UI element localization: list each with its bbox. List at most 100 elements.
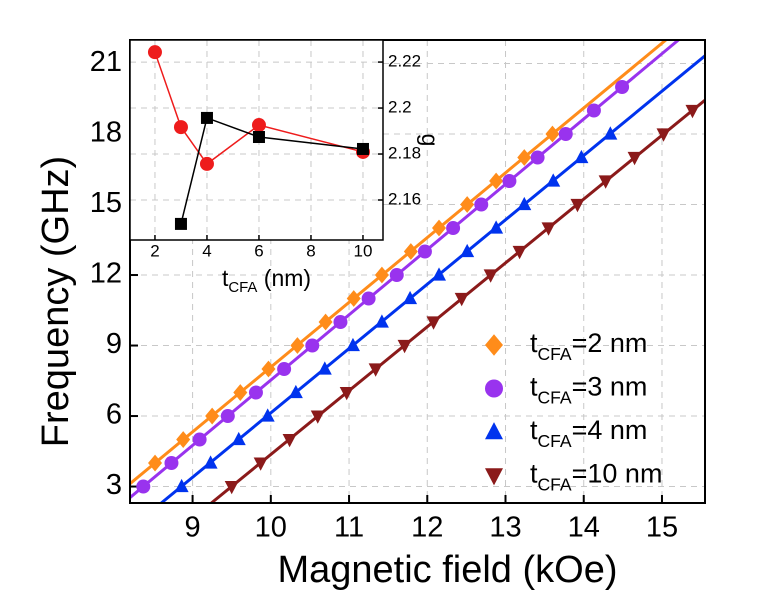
- y-tick-label: 9: [106, 328, 122, 360]
- legend-marker: [485, 334, 503, 356]
- point: [558, 127, 573, 142]
- y2-axis-title: g: [417, 134, 443, 147]
- point: [483, 269, 498, 283]
- legend-label: tCFA=4 nm: [530, 415, 647, 451]
- point: [403, 290, 418, 305]
- point: [173, 120, 188, 135]
- point: [174, 478, 189, 493]
- point: [432, 219, 447, 237]
- point: [460, 196, 475, 213]
- point: [530, 150, 545, 165]
- point: [203, 455, 218, 469]
- legend-label: tCFA=2 nm: [530, 328, 647, 364]
- point: [574, 149, 589, 164]
- y-tick-label: 6: [106, 399, 122, 431]
- point: [310, 410, 325, 424]
- point: [460, 243, 475, 258]
- legend-marker: [485, 379, 503, 398]
- point: [339, 386, 354, 401]
- x-tick-label: 15: [646, 512, 678, 544]
- line: [180, 116, 364, 225]
- point: [656, 128, 671, 142]
- point: [290, 337, 305, 354]
- x-tick-label: 13: [489, 512, 521, 544]
- legend-marker: [485, 422, 503, 440]
- point: [345, 337, 360, 352]
- point: [148, 454, 163, 472]
- point: [685, 104, 700, 119]
- point: [615, 80, 630, 95]
- x-tick-label: 2: [150, 241, 159, 260]
- point: [251, 118, 266, 133]
- point: [389, 268, 404, 283]
- y2-tick-label: 2.22: [388, 52, 421, 71]
- point: [368, 363, 383, 377]
- x-tick-label: 12: [411, 512, 443, 544]
- point: [361, 291, 376, 306]
- point: [489, 172, 504, 190]
- point: [282, 433, 297, 448]
- inset-frame: [129, 39, 384, 241]
- x-axis-title: Magnetic field (kOe): [277, 549, 617, 591]
- point: [517, 196, 532, 211]
- point: [502, 174, 517, 189]
- x-tick-label: 9: [185, 512, 201, 544]
- plot-area: [130, 40, 705, 503]
- x-tick-label: 10: [354, 241, 373, 260]
- point: [586, 103, 601, 118]
- fit-line: [130, 40, 667, 485]
- x-tick-label: 6: [254, 241, 263, 260]
- point: [199, 156, 214, 171]
- frame: [129, 39, 706, 504]
- y-tick-label: 12: [90, 258, 122, 290]
- y-tick-label: 18: [90, 117, 122, 149]
- point: [356, 142, 369, 155]
- point: [252, 131, 265, 144]
- point: [164, 456, 179, 471]
- point: [220, 409, 235, 424]
- point: [174, 217, 187, 230]
- point: [248, 385, 263, 400]
- point: [261, 360, 276, 378]
- point: [489, 220, 504, 234]
- fit-line: [130, 40, 680, 499]
- x-tick-label: 10: [255, 512, 287, 544]
- y2-tick-label: 2.16: [388, 189, 421, 208]
- point: [253, 457, 268, 471]
- point: [233, 384, 248, 401]
- point: [224, 480, 239, 495]
- point: [546, 173, 561, 187]
- point: [545, 125, 560, 143]
- point: [305, 338, 320, 353]
- point: [277, 362, 292, 377]
- point: [205, 407, 220, 425]
- y-tick-label: 15: [90, 187, 122, 219]
- x-tick-label: 11: [334, 512, 364, 544]
- point: [397, 339, 412, 354]
- point: [288, 384, 303, 399]
- legend-label: tCFA=3 nm: [530, 372, 647, 408]
- point: [454, 292, 469, 307]
- point: [541, 222, 556, 236]
- point: [403, 243, 418, 260]
- point: [417, 244, 432, 259]
- point: [192, 432, 207, 447]
- x-tick-label: 4: [202, 241, 211, 260]
- point: [517, 149, 532, 166]
- x-tick-label: 14: [568, 512, 600, 544]
- point: [318, 313, 333, 331]
- point: [374, 314, 389, 328]
- point: [426, 316, 441, 330]
- point: [512, 245, 527, 260]
- legend-marker: [485, 468, 503, 486]
- point: [474, 197, 489, 212]
- point: [603, 126, 618, 140]
- point: [374, 266, 389, 284]
- y-tick-label: 21: [90, 46, 122, 78]
- point: [200, 111, 213, 124]
- point: [570, 198, 585, 213]
- y2-tick-label: 2.2: [388, 98, 412, 117]
- point: [147, 45, 162, 60]
- y2-tick-label: 2.18: [388, 144, 421, 163]
